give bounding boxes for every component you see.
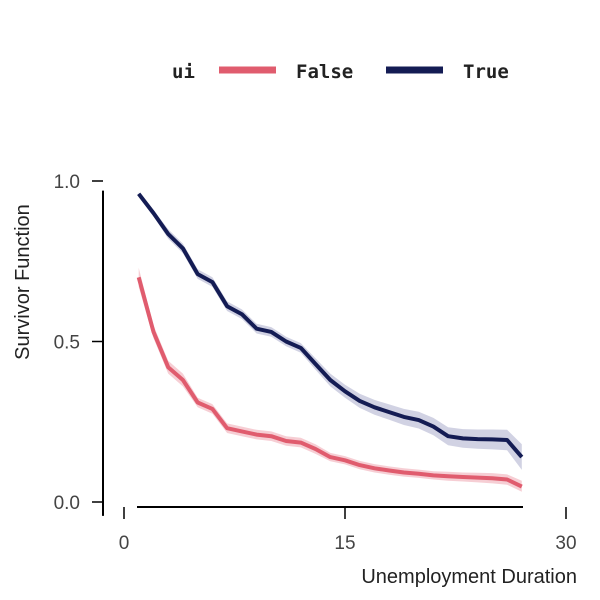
x-tick-label: 0 — [119, 533, 130, 554]
y-axis: 0.0 0.5 1.0 — [54, 172, 104, 516]
confidence-bands — [138, 192, 522, 492]
y-tick-label: 0.5 — [54, 333, 80, 354]
series-line-false — [136, 276, 523, 489]
legend-label-true: True — [463, 61, 509, 83]
y-tick-label: 1.0 — [54, 172, 80, 193]
legend-label-false: False — [296, 61, 353, 83]
x-tick-label: 15 — [334, 533, 355, 554]
y-axis-label: Survivor Function — [12, 204, 34, 360]
series-line-true — [137, 192, 524, 459]
y-tick-label: 0.0 — [54, 493, 80, 514]
x-tick-label: 30 — [555, 533, 576, 554]
legend-title: ui — [172, 61, 195, 83]
x-axis: 0 15 30 — [119, 506, 577, 554]
legend: ui False True — [172, 61, 509, 83]
confidence-band-true — [138, 192, 522, 470]
series-lines — [136, 192, 524, 489]
x-axis-label: Unemployment Duration — [361, 566, 577, 588]
